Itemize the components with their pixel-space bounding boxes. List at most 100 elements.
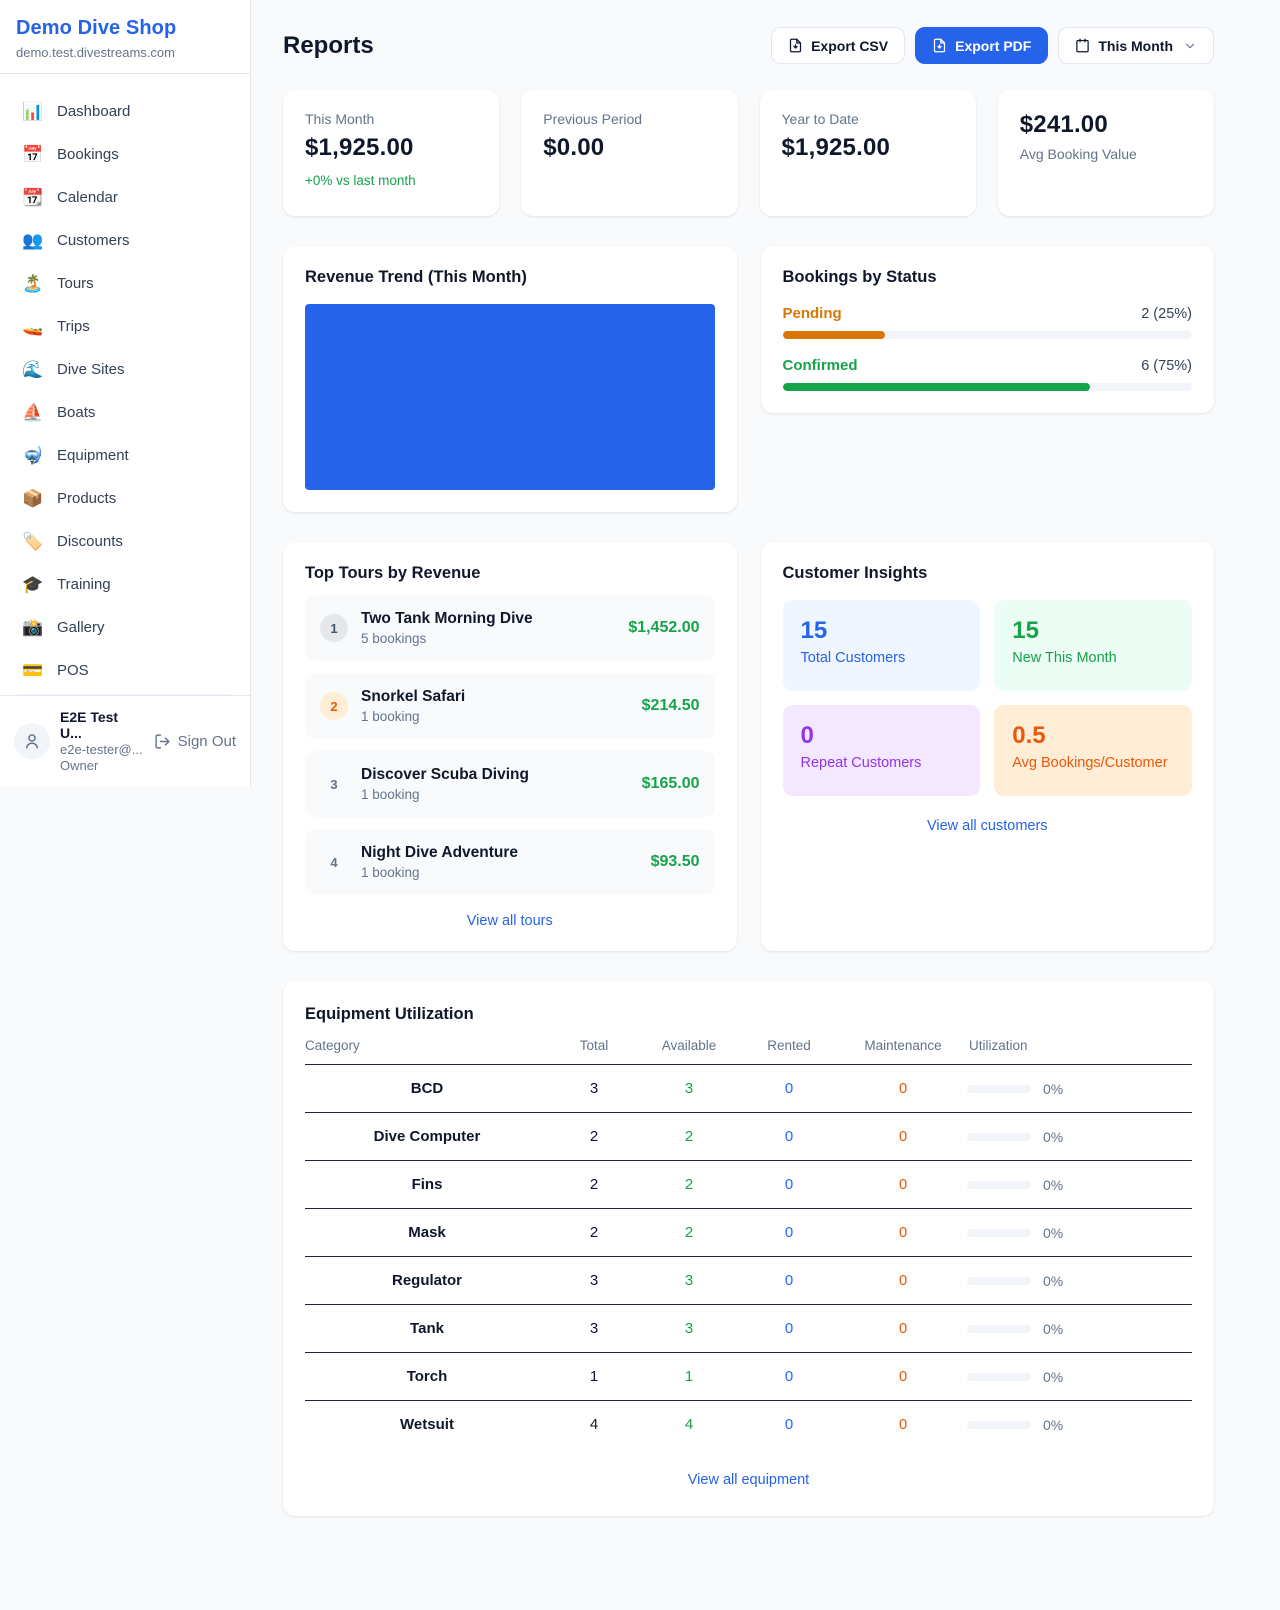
sidebar-item-dive-sites[interactable]: 🌊 Dive Sites bbox=[12, 348, 238, 391]
stat-card-previous-period: Previous Period $0.00 bbox=[521, 90, 738, 216]
equipment-utilization-card: Equipment Utilization Category Total Ava… bbox=[283, 981, 1214, 1516]
cell-utilization: 0% bbox=[967, 1304, 1192, 1353]
sidebar-item-boats[interactable]: ⛵ Boats bbox=[12, 391, 238, 434]
cell-available: 3 bbox=[639, 1256, 739, 1305]
tour-bookings: 1 booking bbox=[361, 787, 420, 802]
cell-rented: 0 bbox=[739, 1064, 839, 1113]
sidebar-item-active-partial[interactable] bbox=[12, 694, 238, 695]
user-role: Owner bbox=[60, 758, 99, 773]
rank-badge: 2 bbox=[320, 692, 348, 720]
sidebar-user-footer: E2E Test U... e2e-tester@... Owner Sign … bbox=[0, 695, 250, 786]
cell-maintenance: 0 bbox=[839, 1352, 967, 1401]
sign-out-label: Sign Out bbox=[177, 732, 236, 750]
cell-available: 4 bbox=[684, 1416, 694, 1433]
table-row: Torch 1 1 0 0 0% bbox=[305, 1352, 1192, 1401]
sidebar-item-equipment[interactable]: 🤿 Equipment bbox=[12, 434, 238, 477]
sidebar-item-label: Trips bbox=[57, 318, 90, 335]
cell-maintenance: 0 bbox=[839, 1112, 967, 1161]
sidebar-item-bookings[interactable]: 📅 Bookings bbox=[12, 133, 238, 176]
progress-track bbox=[782, 331, 1192, 339]
revenue-trend-chart bbox=[305, 304, 715, 490]
rank-badge: 1 bbox=[320, 614, 348, 642]
sidebar-item-label: Customers bbox=[57, 232, 130, 249]
tour-amount: $93.50 bbox=[650, 853, 700, 870]
tour-amount: $214.50 bbox=[641, 697, 700, 714]
cell-total: 4 bbox=[589, 1416, 599, 1433]
bookings-by-status-card: Bookings by Status Pending 2 (25%) Confi… bbox=[760, 246, 1214, 413]
sidebar-item-discounts[interactable]: 🏷️ Discounts bbox=[12, 520, 238, 563]
cell-rented: 0 bbox=[739, 1256, 839, 1305]
tile-new-this-month: 15 New This Month bbox=[994, 600, 1192, 691]
table-row: Wetsuit 4 4 0 0 0% bbox=[305, 1401, 1192, 1449]
sidebar-item-pos[interactable]: 💳 POS bbox=[12, 649, 238, 692]
sidebar-item-dashboard[interactable]: 📊 Dashboard bbox=[12, 90, 238, 133]
tile-total-customers: 15 Total Customers bbox=[782, 600, 981, 691]
rank-badge: 3 bbox=[330, 776, 338, 792]
sign-out-button[interactable]: Sign Out bbox=[154, 733, 236, 750]
sidebar-item-trips[interactable]: 🚤 Trips bbox=[12, 305, 238, 348]
tour-name: Discover Scuba Diving bbox=[361, 766, 529, 783]
top-tours-card: Top Tours by Revenue 1 Two Tank Morning … bbox=[283, 542, 737, 951]
cell-category: Mask bbox=[305, 1208, 549, 1257]
table-row: Regulator 3 3 0 0 0% bbox=[305, 1256, 1192, 1305]
view-all-equipment-link[interactable]: View all equipment bbox=[687, 1472, 810, 1488]
insights-row: Top Tours by Revenue 1 Two Tank Morning … bbox=[283, 542, 1214, 951]
column-header-utilization: Utilization bbox=[967, 1038, 1192, 1065]
sidebar-item-products[interactable]: 📦 Products bbox=[12, 477, 238, 520]
revenue-trend-title: Revenue Trend (This Month) bbox=[305, 268, 527, 286]
sidebar-item-label: Gallery bbox=[57, 619, 105, 636]
cell-rented: 0 bbox=[784, 1416, 794, 1433]
cell-maintenance: 0 bbox=[839, 1160, 967, 1209]
status-row-confirmed: Confirmed 6 (75%) bbox=[782, 357, 1192, 391]
export-csv-button[interactable]: Export CSV bbox=[771, 27, 906, 64]
sidebar-nav: 📊 Dashboard 📅 Bookings 📆 Calendar 👥 Cust… bbox=[0, 74, 250, 695]
cell-maintenance: 0 bbox=[839, 1304, 967, 1353]
stats-row: This Month $1,925.00 +0% vs last month P… bbox=[283, 90, 1214, 216]
sidebar-item-label: POS bbox=[57, 662, 89, 679]
tile-label: Avg Bookings/Customer bbox=[1012, 755, 1168, 771]
table-row: Tank 3 3 0 0 0% bbox=[305, 1304, 1192, 1353]
stat-delta: +0% vs last month bbox=[305, 173, 416, 188]
cell-utilization: 0% bbox=[967, 1401, 1192, 1449]
utilization-bar bbox=[967, 1372, 1031, 1381]
user-email: e2e-tester@... bbox=[60, 742, 143, 757]
sidebar-item-tours[interactable]: 🏝️ Tours bbox=[12, 262, 238, 305]
view-all-customers-link[interactable]: View all customers bbox=[926, 818, 1048, 834]
stat-value: $0.00 bbox=[543, 134, 605, 161]
column-header-maintenance: Maintenance bbox=[839, 1038, 967, 1065]
cell-category: Dive Computer bbox=[305, 1112, 549, 1161]
tile-label: Repeat Customers bbox=[800, 755, 922, 771]
bar-chart-icon: 📊 bbox=[22, 101, 44, 121]
sidebar-item-gallery[interactable]: 📸 Gallery bbox=[12, 606, 238, 649]
cell-total: 3 bbox=[549, 1256, 639, 1305]
column-header-rented: Rented bbox=[739, 1038, 839, 1065]
sidebar-item-calendar[interactable]: 📆 Calendar bbox=[12, 176, 238, 219]
table-row: Dive Computer 2 2 0 0 0% bbox=[305, 1112, 1192, 1161]
cell-utilization: 0% bbox=[967, 1208, 1192, 1257]
export-pdf-button[interactable]: Export PDF bbox=[915, 27, 1049, 64]
equipment-utilization-title: Equipment Utilization bbox=[305, 1005, 474, 1023]
sidebar-item-customers[interactable]: 👥 Customers bbox=[12, 219, 238, 262]
tile-label: New This Month bbox=[1012, 650, 1117, 666]
cell-available: 2 bbox=[639, 1208, 739, 1257]
cell-utilization: 0% bbox=[967, 1064, 1192, 1113]
tile-avg-bookings-customer: 0.5 Avg Bookings/Customer bbox=[994, 705, 1192, 796]
column-header-category: Category bbox=[305, 1038, 549, 1065]
period-dropdown[interactable]: This Month bbox=[1058, 27, 1214, 64]
tour-bookings: 1 booking bbox=[361, 709, 420, 724]
utilization-bar bbox=[967, 1276, 1031, 1285]
tour-amount: $165.00 bbox=[641, 775, 700, 792]
cell-rented: 0 bbox=[739, 1352, 839, 1401]
cell-total: 2 bbox=[549, 1112, 639, 1161]
cell-available: 1 bbox=[639, 1352, 739, 1401]
header-actions: Export CSV Export PDF This Month bbox=[771, 27, 1214, 64]
export-pdf-label: Export PDF bbox=[955, 37, 1032, 54]
view-all-tours-link[interactable]: View all tours bbox=[466, 913, 553, 929]
page-header: Reports Export CSV Export PDF This Month bbox=[283, 27, 1214, 64]
tour-row: 4 Night Dive Adventure 1 booking $93.50 bbox=[305, 829, 715, 895]
sidebar-item-training[interactable]: 🎓 Training bbox=[12, 563, 238, 606]
revenue-trend-card: Revenue Trend (This Month) bbox=[283, 246, 737, 512]
tour-row: 2 Snorkel Safari 1 booking $214.50 bbox=[305, 673, 715, 739]
column-header-total: Total bbox=[549, 1038, 639, 1065]
calendar-date-icon: 📅 bbox=[22, 144, 44, 164]
